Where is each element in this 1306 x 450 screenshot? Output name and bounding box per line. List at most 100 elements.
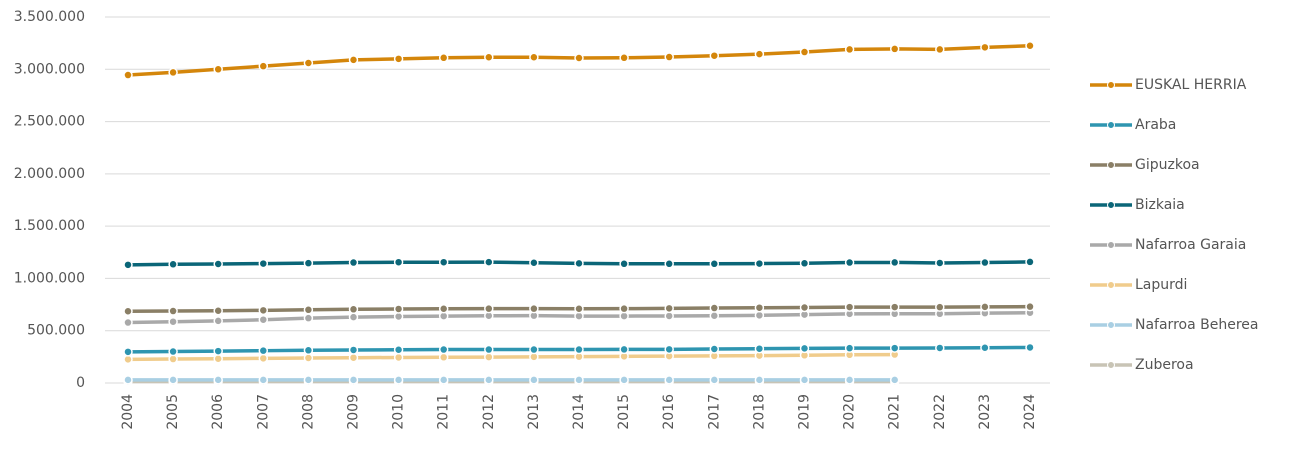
point [348, 352, 359, 363]
x-tick-label: 2010 [391, 394, 407, 430]
point [664, 52, 674, 62]
legend-dot [1107, 81, 1115, 89]
point [574, 375, 584, 385]
legend-dot [1107, 281, 1115, 289]
point [529, 303, 539, 314]
y-tick-label: 2.000.000 [14, 166, 85, 182]
y-tick-label: 2.500.000 [14, 114, 85, 130]
point [1025, 301, 1035, 312]
point [303, 345, 314, 356]
point [574, 304, 584, 314]
point [168, 67, 178, 78]
point [709, 259, 720, 269]
point [348, 304, 359, 315]
series-line [127, 352, 895, 362]
point [348, 55, 359, 65]
legend-label: Zuberoa [1135, 357, 1194, 373]
point [393, 344, 404, 355]
point [799, 47, 810, 57]
y-tick-label: 0 [76, 375, 85, 391]
y-tick-label: 1.500.000 [14, 218, 85, 234]
point [754, 310, 765, 321]
legend-label: Gipuzkoa [1135, 157, 1200, 173]
point [258, 61, 269, 71]
point [664, 259, 674, 269]
legend-dot [1107, 121, 1115, 129]
point [303, 353, 314, 363]
x-tick-label: 2019 [797, 394, 813, 430]
point [529, 52, 539, 63]
point [393, 54, 404, 64]
x-tick-label: 2004 [120, 394, 136, 430]
x-tick-label: 2022 [932, 394, 948, 430]
point [213, 259, 223, 269]
legend-label: EUSKAL HERRIA [1135, 77, 1247, 93]
point [935, 302, 945, 312]
point [799, 375, 810, 385]
x-tick-label: 2016 [661, 394, 677, 430]
point [754, 375, 765, 385]
point [303, 313, 314, 323]
point [258, 345, 269, 356]
point [258, 314, 269, 325]
point [168, 316, 178, 327]
point [484, 344, 494, 355]
legend-dot [1107, 201, 1115, 209]
point [393, 257, 404, 267]
point [438, 375, 449, 385]
point [754, 302, 765, 313]
point [213, 375, 223, 385]
point [213, 316, 223, 326]
point [529, 344, 539, 355]
point [889, 257, 900, 268]
point [935, 44, 945, 55]
y-tick-label: 3.000.000 [14, 61, 85, 77]
legend-label: Araba [1135, 117, 1176, 133]
point [123, 347, 133, 357]
point [123, 260, 133, 270]
point [438, 304, 449, 314]
point [574, 258, 584, 269]
x-tick-label: 2008 [300, 394, 316, 430]
point [438, 53, 449, 63]
point [619, 303, 629, 314]
y-tick-label: 1.000.000 [14, 270, 85, 286]
point [799, 258, 810, 269]
x-tick-label: 2020 [842, 394, 858, 430]
point [754, 343, 765, 354]
point [168, 259, 178, 270]
point [980, 42, 990, 53]
point [123, 306, 133, 317]
legend-label: Bizkaia [1135, 197, 1185, 213]
point [1025, 41, 1035, 51]
point [980, 343, 990, 353]
point [213, 353, 223, 364]
point [844, 302, 855, 312]
point [799, 302, 810, 313]
point [754, 258, 765, 269]
point [844, 375, 855, 385]
point [709, 375, 720, 385]
point [980, 257, 990, 268]
x-tick-label: 2005 [165, 394, 181, 430]
legend-dot [1107, 321, 1115, 329]
x-tick-label: 2017 [706, 394, 722, 430]
point [303, 58, 314, 68]
point [709, 311, 720, 321]
point [303, 375, 314, 385]
point [619, 375, 629, 385]
point [393, 375, 404, 385]
legend-dot [1107, 361, 1115, 369]
point [258, 353, 269, 364]
legend-label: Nafarroa Beherea [1135, 317, 1258, 333]
point [709, 303, 720, 313]
point [303, 258, 314, 268]
x-tick-label: 2012 [481, 394, 497, 430]
point [348, 312, 359, 322]
x-tick-label: 2015 [616, 394, 632, 430]
point [123, 317, 133, 328]
x-tick-label: 2024 [1022, 394, 1038, 430]
point [168, 375, 178, 385]
point [529, 257, 539, 268]
x-tick-label: 2021 [887, 394, 903, 430]
